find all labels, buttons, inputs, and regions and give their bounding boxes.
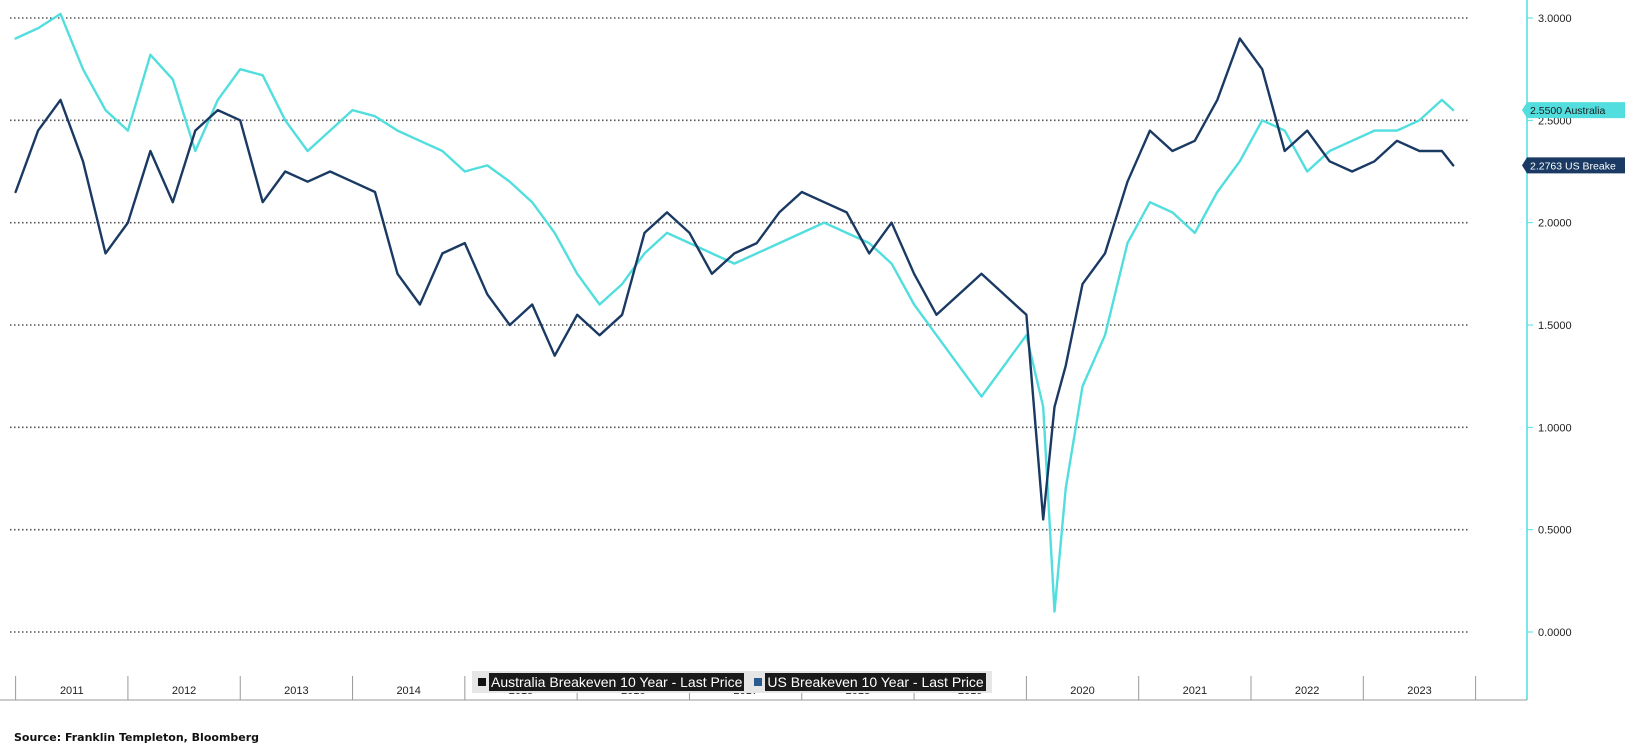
y-axis-ticks: 3.0000 2.5000 2.0000 1.5000 1.0000 0.5000 0.00… — [1527, 13, 1572, 639]
legend-swatch-us — [754, 678, 763, 686]
ytick-label: 0.0000 — [1538, 627, 1572, 639]
ytick-label: 1.5000 — [1538, 320, 1572, 332]
legend-item-australia[interactable]: Australia Breakeven 10 Year - Last Price — [478, 673, 745, 691]
xtick-label: 2022 — [1295, 685, 1319, 697]
legend-label-australia: Australia Breakeven 10 Year - Last Price — [489, 673, 745, 691]
ytick-label: 0.5000 — [1538, 525, 1572, 537]
legend: Australia Breakeven 10 Year - Last Price… — [472, 671, 992, 693]
svg-text:2.2763 US Breake: 2.2763 US Breake — [1530, 160, 1616, 172]
svg-text:2.5500 Australia: 2.5500 Australia — [1530, 105, 1605, 117]
last-value-label-0: 2.5500 Australia — [1522, 102, 1625, 119]
legend-swatch-australia — [478, 678, 486, 686]
gridlines — [10, 17, 1470, 633]
legend-label-us: US Breakeven 10 Year - Last Price — [765, 673, 986, 691]
xtick-label: 2020 — [1070, 685, 1094, 697]
ytick-label: 1.0000 — [1538, 422, 1572, 434]
last-value-label-1: 2.2763 US Breake — [1522, 157, 1625, 174]
last-value-labels: 2.5500 Australia 2.2763 US Breake — [1522, 102, 1625, 174]
ytick-label: 2.5000 — [1538, 115, 1572, 127]
source-note: Source: Franklin Templeton, Bloomberg — [14, 731, 260, 744]
xtick-label: 2021 — [1183, 685, 1207, 697]
series-line-0 — [14, 12, 1455, 613]
xtick-label: 2014 — [396, 685, 420, 697]
legend-item-us[interactable]: US Breakeven 10 Year - Last Price — [754, 673, 986, 691]
xtick-label: 2013 — [284, 685, 308, 697]
xtick-label: 2011 — [60, 685, 84, 697]
ytick-label: 2.0000 — [1538, 218, 1572, 230]
ytick-label: 3.0000 — [1538, 13, 1572, 25]
xtick-label: 2023 — [1407, 685, 1431, 697]
series-lines — [14, 12, 1455, 613]
series-line-1 — [14, 37, 1455, 521]
xtick-label: 2012 — [172, 685, 196, 697]
